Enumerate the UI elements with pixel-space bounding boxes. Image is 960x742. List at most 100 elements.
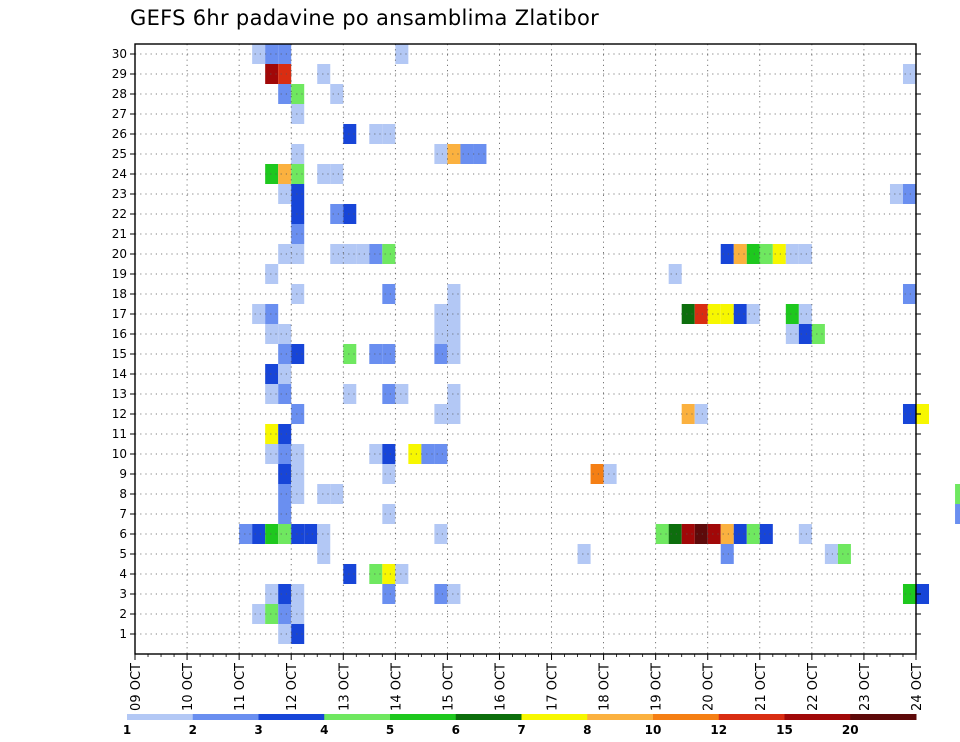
x-tick-label: 14 OCT — [389, 663, 404, 711]
heatmap-cell — [720, 544, 734, 564]
colorbar-label: 10 — [645, 723, 662, 737]
x-tick-label: 11 OCT — [233, 663, 248, 711]
heatmap-cell — [330, 84, 344, 104]
heatmap-cell — [278, 84, 292, 104]
heatmap-cell — [434, 404, 448, 424]
heatmap-cell — [902, 404, 916, 424]
colorbar-swatch — [324, 714, 391, 720]
heatmap-cell — [447, 284, 461, 304]
colorbar-label: 2 — [189, 723, 197, 737]
heatmap-cell — [265, 164, 279, 184]
heatmap-cell — [291, 604, 305, 624]
heatmap-cell — [356, 244, 370, 264]
heatmap-cell — [421, 444, 435, 464]
heatmap-cell — [798, 324, 812, 344]
colorbar-swatch — [192, 714, 259, 720]
y-tick-label: 5 — [119, 547, 127, 561]
heatmap-cell — [577, 544, 591, 564]
y-tick-label: 15 — [112, 347, 127, 361]
heatmap-cell — [720, 244, 734, 264]
heatmap-cell — [278, 184, 292, 204]
heatmap-cell — [889, 184, 903, 204]
heatmap-cell — [291, 84, 305, 104]
heatmap-cell — [434, 524, 448, 544]
heatmap-cell — [317, 164, 331, 184]
heatmap-cell — [668, 524, 682, 544]
heatmap-cell — [447, 384, 461, 404]
heatmap-cell — [473, 144, 487, 164]
y-tick-label: 12 — [112, 407, 127, 421]
y-tick-label: 9 — [119, 467, 127, 481]
x-tick-label: 21 OCT — [754, 663, 769, 711]
x-tick-label: 24 OCT — [910, 663, 925, 711]
heatmap-cell — [916, 404, 930, 424]
y-tick-label: 13 — [112, 387, 127, 401]
colorbar-swatch — [653, 714, 720, 720]
y-tick-label: 7 — [119, 507, 127, 521]
heatmap-cell — [434, 304, 448, 324]
heatmap-cell — [720, 524, 734, 544]
heatmap-cell — [369, 444, 383, 464]
heatmap-cell — [785, 244, 799, 264]
x-tick-label: 18 OCT — [598, 663, 613, 711]
heatmap-cell — [278, 384, 292, 404]
heatmap-cell — [291, 164, 305, 184]
y-tick-label: 18 — [112, 287, 127, 301]
heatmap-cell — [291, 244, 305, 264]
y-tick-label: 28 — [112, 87, 127, 101]
colorbar-swatch — [718, 714, 785, 720]
heatmap-cell — [382, 564, 396, 584]
heatmap-cell — [343, 204, 357, 224]
heatmap-cell — [343, 244, 357, 264]
heatmap-cell — [265, 324, 279, 344]
heatmap-cell — [395, 44, 409, 64]
heatmap-cell — [447, 144, 461, 164]
heatmap-cell — [590, 464, 604, 484]
y-tick-label: 25 — [112, 147, 127, 161]
x-tick-label: 20 OCT — [702, 663, 717, 711]
heatmap-cell — [772, 244, 786, 264]
heatmap-cell — [382, 284, 396, 304]
colorbar-swatch — [850, 714, 917, 720]
heatmap-cell — [681, 304, 695, 324]
colorbar-swatch — [455, 714, 522, 720]
heatmap-cell — [434, 444, 448, 464]
heatmap-cell — [252, 304, 266, 324]
heatmap-cell — [382, 464, 396, 484]
heatmap-cell — [824, 544, 838, 564]
heatmap-cell — [382, 244, 396, 264]
colorbar-label: 4 — [320, 723, 328, 737]
x-tick-label: 15 OCT — [441, 663, 456, 711]
y-tick-label: 27 — [112, 107, 127, 121]
colorbar-label: 5 — [386, 723, 394, 737]
heatmap-cell — [902, 184, 916, 204]
heatmap-cell — [265, 524, 279, 544]
heatmap-cell — [746, 524, 760, 544]
colorbar-swatch — [258, 714, 325, 720]
x-tick-label: 09 OCT — [129, 663, 144, 711]
heatmap-cell — [343, 564, 357, 584]
heatmap-cell — [265, 604, 279, 624]
heatmap-cell — [746, 304, 760, 324]
colorbar-swatch — [127, 714, 194, 720]
heatmap-cell — [408, 444, 422, 464]
heatmap-cell — [759, 244, 773, 264]
heatmap-cell — [746, 244, 760, 264]
heatmap-cell — [798, 524, 812, 544]
colorbar-swatch — [521, 714, 588, 720]
heatmap-cell — [369, 344, 383, 364]
y-tick-label: 11 — [112, 427, 127, 441]
y-tick-label: 21 — [112, 227, 127, 241]
heatmap-cell — [278, 344, 292, 364]
heatmap-cell — [291, 464, 305, 484]
heatmap-cell — [916, 584, 930, 604]
heatmap-cell — [291, 584, 305, 604]
colorbar-label: 3 — [254, 723, 262, 737]
colorbar-label: 20 — [842, 723, 859, 737]
y-tick-label: 2 — [119, 607, 127, 621]
plot-frame — [134, 43, 917, 655]
heatmap-cell — [759, 524, 773, 544]
heatmap-cell — [330, 204, 344, 224]
x-tick-label: 16 OCT — [493, 663, 508, 711]
x-tick-label: 13 OCT — [337, 663, 352, 711]
